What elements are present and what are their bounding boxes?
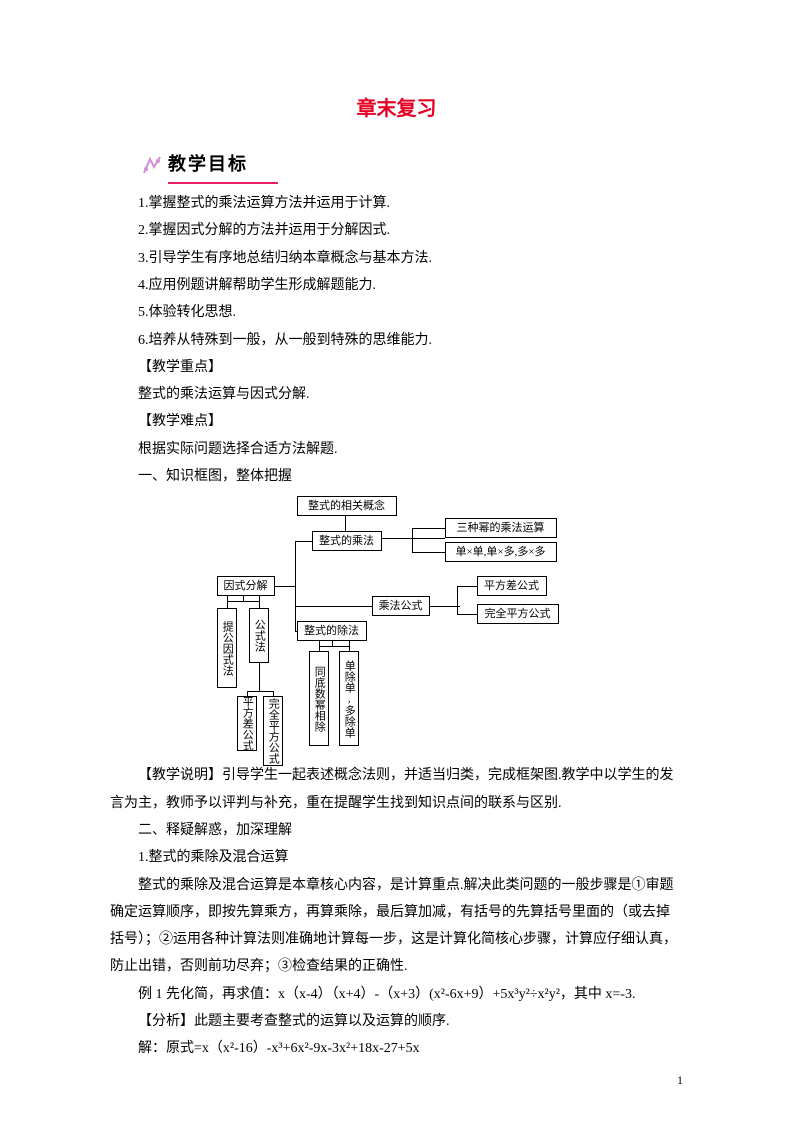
diagram-node-vf2b: 完全平方公式 (263, 696, 283, 766)
diagram-node-perf: 完全平方公式 (477, 604, 559, 624)
focus-head: 【教学重点】 (110, 354, 683, 381)
chapter-title: 章末复习 (110, 90, 683, 129)
diagram-line-4 (412, 552, 445, 553)
focus-body: 整式的乘法运算与因式分解. (110, 381, 683, 408)
diagram-line-6 (295, 541, 312, 542)
diagram-line-13 (457, 614, 477, 615)
diagram-line-11 (457, 586, 458, 614)
goal-3: 3.引导学生有序地总结归纳本章概念与基本方法. (110, 245, 683, 272)
diagram-line-17 (243, 596, 244, 601)
goals-header: 教学目标 (140, 147, 683, 182)
diagram-line-8 (295, 606, 372, 607)
diagram-line-21 (273, 691, 274, 696)
diagram-line-20 (247, 691, 248, 696)
diagram-line-16 (227, 601, 259, 602)
diagram-node-mul3: 单×单,单×多,多×多 (445, 542, 557, 562)
paragraph-1: 整式的乘除及混合运算是本章核心内容，是计算重点.解决此类问题的一般步骤是①审题确… (110, 872, 683, 981)
diff-body: 根据实际问题选择合适方法解题. (110, 436, 683, 463)
diagram-line-10 (430, 606, 460, 607)
goals-underline (168, 182, 278, 184)
diagram-node-vf1: 提公因式法 (217, 608, 237, 688)
goal-4: 4.应用例题讲解帮助学生形成解题能力. (110, 272, 683, 299)
teach-note: 【教学说明】引导学生一起表述概念法则，并适当归类，完成框架图.教学中以学生的发言… (110, 762, 683, 817)
diagram-line-2 (412, 528, 413, 552)
diagram-line-25 (332, 641, 333, 646)
diagram-node-vf2a: 平方差公式 (237, 696, 257, 751)
diagram-node-vd1: 同底数幂相除 (309, 651, 329, 746)
goal-1: 1.掌握整式的乘法运算方法并运用于计算. (110, 190, 683, 217)
page-number: 1 (677, 1069, 683, 1092)
diagram-line-3 (412, 528, 445, 529)
diagram-node-vf2: 公式法 (249, 608, 269, 663)
decor-icon (140, 153, 164, 177)
solution: 解：原式=x（x²-16）-x³+6x²-9x-3x²+18x-27+5x (110, 1035, 683, 1062)
diagram-node-mul: 整式的乘法 (312, 531, 382, 551)
knowledge-diagram: 整式的相关概念整式的乘法三种幂的乘法运算单×单,单×多,多×多因式分解乘法公式平… (110, 496, 683, 756)
diagram-line-0 (345, 516, 346, 531)
diagram-line-1 (382, 538, 445, 539)
goals-header-text: 教学目标 (168, 147, 248, 182)
diagram-line-18 (259, 663, 260, 691)
diagram-line-24 (319, 646, 349, 647)
diagram-line-7 (275, 586, 295, 587)
diagram-line-19 (247, 691, 273, 692)
section-1: 一、知识框图，整体把握 (110, 463, 683, 490)
example-1: 例 1 先化简，再求值：x（x-4）（x+4）-（x+3）(x²-6x+9）+5… (110, 981, 683, 1008)
diagram-line-14 (227, 596, 228, 608)
diagram-line-9 (295, 631, 297, 632)
diagram-line-5 (295, 541, 296, 631)
diagram-node-fact: 因式分解 (217, 576, 275, 596)
diagram-line-12 (457, 586, 477, 587)
goal-6: 6.培养从特殊到一般，从一般到特殊的思维能力. (110, 327, 683, 354)
diagram-node-div: 整式的除法 (297, 621, 367, 641)
goal-2: 2.掌握因式分解的方法并运用于分解因式. (110, 217, 683, 244)
goal-5: 5.体验转化思想. (110, 299, 683, 326)
diagram-node-diff: 平方差公式 (477, 576, 547, 596)
diagram-node-top: 整式的相关概念 (297, 496, 397, 516)
diff-head: 【教学难点】 (110, 408, 683, 435)
diagram-line-23 (349, 641, 350, 651)
diagram-line-15 (259, 596, 260, 608)
diagram-node-pub: 乘法公式 (372, 596, 430, 616)
item-1: 1.整式的乘除及混合运算 (110, 844, 683, 871)
analysis: 【分析】此题主要考查整式的运算以及运算的顺序. (110, 1008, 683, 1035)
section-2: 二、释疑解惑，加深理解 (110, 817, 683, 844)
diagram-node-vd2: 单除单,多除单 (339, 651, 359, 746)
diagram-node-mul2: 三种幂的乘法运算 (445, 518, 557, 538)
